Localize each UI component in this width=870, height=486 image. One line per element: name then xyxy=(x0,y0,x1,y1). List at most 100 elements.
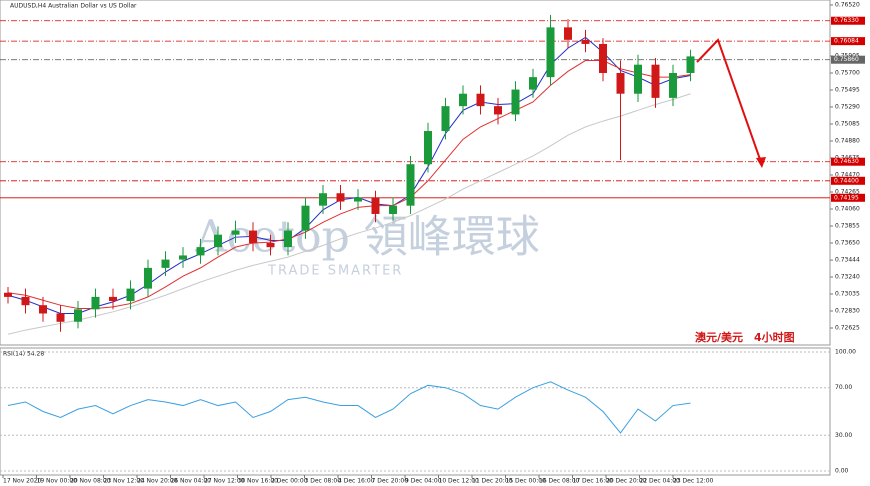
candle-body xyxy=(301,205,310,231)
candle-body xyxy=(669,72,677,98)
y-tick-label: 0.74265 xyxy=(835,188,860,195)
annotation: 澳元/美元 4小时图 xyxy=(695,330,795,344)
moving-average xyxy=(7,93,691,335)
candle-body xyxy=(406,164,415,206)
x-tick-label: 23 Nov 12:00 xyxy=(104,478,145,485)
rsi-line xyxy=(7,381,691,434)
candle-body xyxy=(634,64,642,94)
candle-body xyxy=(21,296,30,306)
candle-body xyxy=(494,106,502,115)
candle-body xyxy=(616,72,625,94)
level-label: 0.74630 xyxy=(834,158,859,165)
rsi-frame xyxy=(0,347,831,476)
candle-body xyxy=(581,39,590,44)
candle-body xyxy=(284,230,292,248)
x-tick-label: 22 Dec 04:00 xyxy=(640,478,681,485)
x-tick-label: 15 Dec 00:00 xyxy=(506,478,547,485)
x-tick-label: 26 Nov 04:00 xyxy=(171,478,212,485)
x-tick-label: 2 Dec 00:00 xyxy=(271,478,308,485)
level-box xyxy=(831,157,865,166)
candle-body xyxy=(529,77,537,90)
candle-body xyxy=(319,193,327,206)
level-box xyxy=(831,16,865,25)
candle-body xyxy=(126,288,135,302)
x-tick-label: 24 Nov 20:00 xyxy=(137,478,178,485)
candle-body xyxy=(651,64,660,98)
candle-body xyxy=(441,106,450,132)
candle-body xyxy=(144,267,152,289)
y-tick-label: 0.75495 xyxy=(835,86,860,93)
rsi-tick-label: 0.00 xyxy=(835,468,849,475)
arrow-head xyxy=(756,157,766,168)
level-label: 0.76084 xyxy=(834,38,859,45)
y-tick-label: 0.73240 xyxy=(835,273,860,280)
candle-body xyxy=(231,230,240,235)
candle-body xyxy=(424,131,432,165)
y-tick-label: 0.72830 xyxy=(835,307,860,314)
x-tick-label: 10 Dec 12:00 xyxy=(439,478,480,485)
candle-body xyxy=(336,193,345,202)
y-tick-label: 0.72625 xyxy=(835,324,860,331)
candle-body xyxy=(214,234,222,248)
x-tick-label: 23 Dec 12:00 xyxy=(673,478,714,485)
chart-title: AUDUSD,H4 Australian Dollar vs US Dollar xyxy=(10,3,137,10)
y-tick-label: 0.73444 xyxy=(835,257,860,264)
y-tick-label: 0.75700 xyxy=(835,69,860,76)
y-tick-label: 0.74880 xyxy=(835,137,860,144)
level-box xyxy=(831,193,865,202)
x-tick-label: 20 Nov 08:00 xyxy=(70,478,111,485)
rsi-tick-label: 30.00 xyxy=(835,432,852,439)
rsi-tick-label: 70.00 xyxy=(835,384,852,391)
candle-body xyxy=(56,313,65,322)
candle-body xyxy=(266,242,275,248)
level-label: 0.74400 xyxy=(834,177,859,184)
x-tick-label: 17 Dec 16:00 xyxy=(573,478,614,485)
watermark-sub: TRADE SMARTER xyxy=(267,264,403,279)
candle-body xyxy=(74,309,82,322)
level-label: 0.76330 xyxy=(834,17,859,24)
level-label: 0.74195 xyxy=(834,194,859,201)
level-box xyxy=(831,176,865,185)
x-tick-label: 19 Nov 00:00 xyxy=(37,478,78,485)
y-tick-label: 0.73035 xyxy=(835,290,860,297)
y-tick-label: 0.75290 xyxy=(835,103,860,110)
x-tick-label: 20 Dec 20:00 xyxy=(606,478,647,485)
forecast-arrow xyxy=(696,38,763,166)
x-tick-label: 7 Dec 20:00 xyxy=(372,478,409,485)
candle-body xyxy=(459,93,467,107)
main-frame xyxy=(0,0,831,346)
moving-average xyxy=(7,36,691,314)
x-tick-label: 9 Dec 04:00 xyxy=(405,478,442,485)
candle-body xyxy=(161,259,170,268)
candle-body xyxy=(564,27,572,40)
candle-body xyxy=(109,296,117,302)
candle-body xyxy=(39,305,47,314)
x-tick-label: 4 Dec 16:00 xyxy=(338,478,375,485)
candle-body xyxy=(91,296,100,310)
y-tick-label: 0.73650 xyxy=(835,239,860,246)
level-box xyxy=(831,55,865,64)
candle-body xyxy=(546,27,555,78)
rsi-label: RSI(14) 54.28 xyxy=(3,351,44,358)
candle-body xyxy=(389,205,397,214)
candle-body xyxy=(599,43,607,73)
candle-body xyxy=(249,230,257,243)
y-tick-label: 0.74060 xyxy=(835,205,860,212)
x-tick-label: 27 Nov 12:00 xyxy=(204,478,245,485)
candle-body xyxy=(686,56,695,73)
x-tick-label: 17 Nov 2020 xyxy=(3,478,42,485)
candle-body xyxy=(4,292,12,297)
x-tick-label: 3 Dec 08:00 xyxy=(305,478,342,485)
candle-body xyxy=(354,197,362,202)
candle-body xyxy=(476,93,485,107)
candle-body xyxy=(371,197,380,214)
y-tick-label: 0.73855 xyxy=(835,222,860,229)
candle-body xyxy=(196,247,205,256)
x-tick-label: 11 Dec 20:00 xyxy=(472,478,513,485)
rsi-tick-label: 100.00 xyxy=(835,349,856,356)
y-tick-label: 0.74470 xyxy=(835,171,860,178)
x-tick-label: 16 Dec 08:00 xyxy=(539,478,580,485)
moving-average xyxy=(7,60,691,310)
candle-body xyxy=(179,255,187,260)
